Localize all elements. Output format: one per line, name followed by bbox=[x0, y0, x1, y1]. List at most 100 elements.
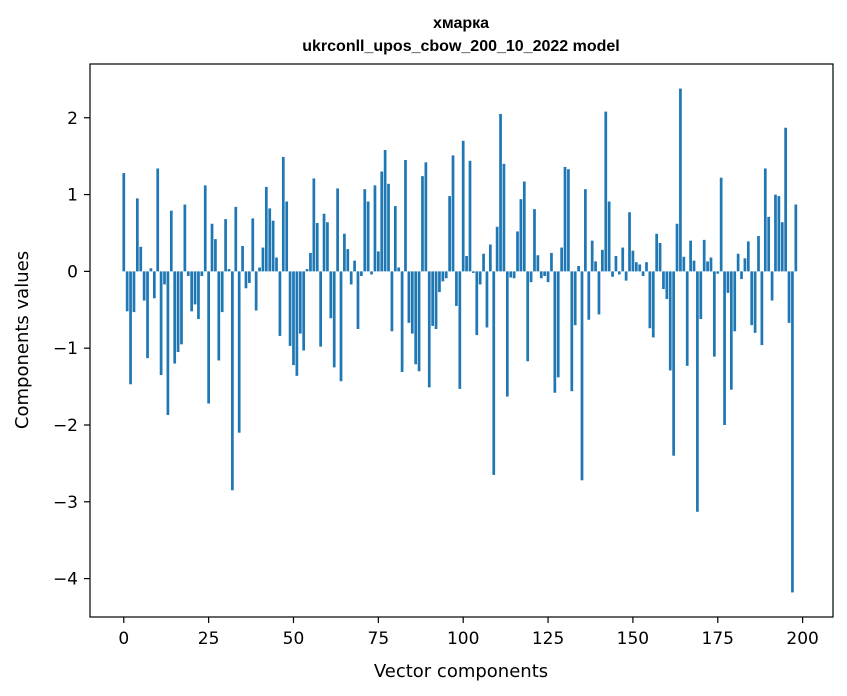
bar-52 bbox=[298, 271, 302, 334]
bar-186 bbox=[753, 271, 757, 333]
bar-79 bbox=[390, 271, 394, 332]
bar-135 bbox=[580, 271, 584, 481]
bar-76 bbox=[380, 171, 384, 272]
bar-169 bbox=[696, 271, 699, 512]
bar-142 bbox=[604, 111, 608, 272]
bar-117 bbox=[519, 199, 523, 272]
bar-37 bbox=[248, 271, 251, 283]
bar-2 bbox=[129, 271, 132, 385]
bar-131 bbox=[567, 169, 570, 272]
bar-55 bbox=[309, 252, 312, 272]
bar-65 bbox=[343, 233, 346, 272]
bar-110 bbox=[495, 226, 499, 272]
bar-109 bbox=[492, 271, 496, 475]
bar-85 bbox=[410, 271, 414, 334]
bar-66 bbox=[346, 249, 350, 272]
bar-141 bbox=[601, 249, 604, 272]
bar-149 bbox=[628, 212, 631, 272]
bar-32 bbox=[231, 271, 234, 491]
bar-41 bbox=[261, 247, 265, 272]
y-tick-label: 0 bbox=[67, 262, 78, 282]
bar-93 bbox=[438, 271, 441, 293]
bar-138 bbox=[590, 240, 594, 272]
bar-60 bbox=[326, 222, 329, 272]
chart-title-line2: ukrconll_upos_cbow_200_10_2022 model bbox=[302, 38, 619, 55]
bar-88 bbox=[421, 176, 424, 272]
x-axis-ticks: 0 25 50 75 100 125 150 175 200 bbox=[118, 617, 819, 649]
bar-112 bbox=[502, 163, 506, 272]
bar-143 bbox=[607, 201, 611, 272]
bar-38 bbox=[251, 218, 255, 272]
bar-148 bbox=[624, 271, 628, 281]
bar-58 bbox=[319, 271, 322, 347]
bar-8 bbox=[149, 268, 153, 272]
bar-51 bbox=[295, 271, 299, 376]
bar-73 bbox=[370, 271, 373, 275]
bar-84 bbox=[407, 271, 411, 323]
bar-22 bbox=[197, 271, 200, 319]
bar-106 bbox=[482, 253, 485, 272]
bar-31 bbox=[227, 269, 231, 272]
bar-71 bbox=[363, 189, 367, 272]
bar-140 bbox=[597, 271, 601, 315]
bar-158 bbox=[658, 242, 662, 272]
bar-111 bbox=[499, 113, 502, 272]
bar-167 bbox=[689, 240, 692, 272]
bar-48 bbox=[285, 201, 289, 272]
bar-39 bbox=[254, 271, 258, 311]
bar-166 bbox=[685, 271, 689, 366]
bar-40 bbox=[258, 267, 261, 272]
x-tick-label: 75 bbox=[368, 629, 390, 649]
bar-172 bbox=[706, 261, 709, 272]
bar-35 bbox=[241, 246, 244, 272]
bar-16 bbox=[176, 271, 180, 353]
bar-171 bbox=[702, 239, 706, 272]
bar-119 bbox=[526, 271, 530, 362]
bar-13 bbox=[166, 271, 170, 416]
bar-184 bbox=[746, 241, 750, 272]
bar-4 bbox=[135, 198, 139, 272]
bar-83 bbox=[404, 160, 407, 272]
bar-176 bbox=[719, 177, 723, 272]
bar-69 bbox=[356, 271, 360, 329]
bar-49 bbox=[288, 271, 292, 346]
bar-160 bbox=[665, 271, 669, 300]
x-tick-label: 100 bbox=[447, 629, 479, 649]
bar-108 bbox=[488, 244, 492, 272]
bar-27 bbox=[214, 239, 217, 272]
bar-5 bbox=[139, 246, 143, 272]
bar-188 bbox=[760, 271, 764, 346]
bar-139 bbox=[594, 261, 597, 272]
bar-45 bbox=[275, 257, 278, 272]
bar-59 bbox=[322, 213, 326, 272]
bar-185 bbox=[750, 271, 754, 326]
bar-97 bbox=[451, 155, 455, 272]
bar-146 bbox=[617, 271, 621, 275]
bar-195 bbox=[784, 127, 788, 272]
bar-0 bbox=[122, 173, 126, 272]
bar-183 bbox=[743, 258, 747, 272]
bar-96 bbox=[448, 196, 451, 272]
bar-159 bbox=[662, 271, 665, 290]
bar-44 bbox=[271, 220, 275, 272]
bar-113 bbox=[505, 271, 509, 397]
bar-121 bbox=[533, 209, 536, 272]
bar-25 bbox=[207, 271, 210, 404]
x-tick-label: 125 bbox=[532, 629, 564, 649]
bar-70 bbox=[360, 271, 363, 276]
bar-42 bbox=[264, 186, 268, 272]
bar-61 bbox=[329, 271, 333, 319]
bar-152 bbox=[638, 264, 642, 272]
bar-74 bbox=[373, 185, 377, 272]
bar-175 bbox=[716, 271, 720, 274]
bar-191 bbox=[770, 271, 774, 301]
bar-95 bbox=[444, 271, 448, 279]
bar-194 bbox=[780, 222, 784, 272]
x-tick-label: 200 bbox=[786, 629, 818, 649]
bar-series bbox=[122, 88, 798, 593]
bar-24 bbox=[203, 185, 207, 272]
bar-1 bbox=[125, 271, 129, 312]
bar-116 bbox=[516, 231, 519, 272]
bar-101 bbox=[465, 256, 468, 272]
bar-115 bbox=[512, 271, 516, 279]
